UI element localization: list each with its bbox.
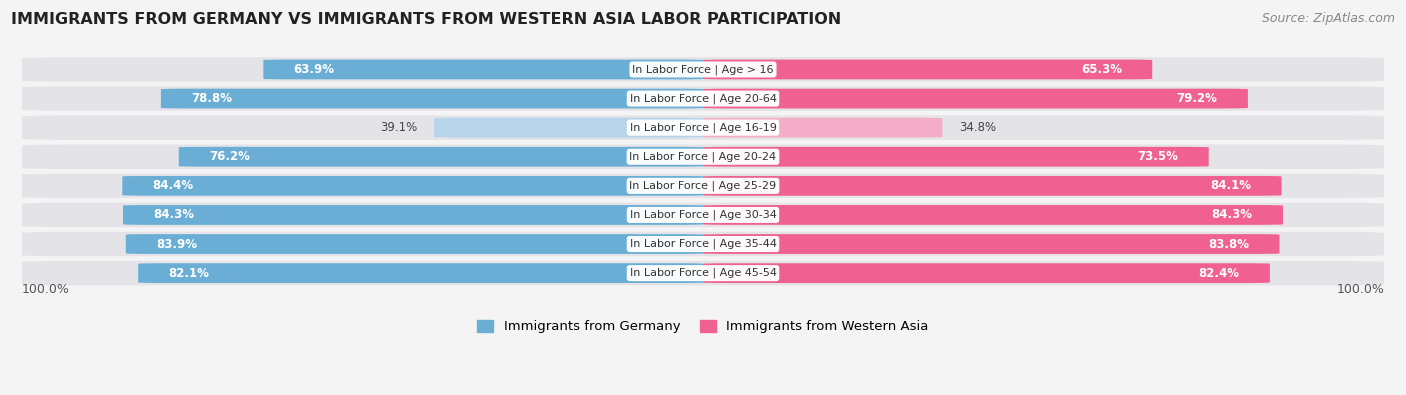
Text: In Labor Force | Age 20-64: In Labor Force | Age 20-64 <box>630 93 776 104</box>
FancyBboxPatch shape <box>703 205 1284 225</box>
Text: In Labor Force | Age 45-54: In Labor Force | Age 45-54 <box>630 268 776 278</box>
FancyBboxPatch shape <box>22 57 1384 82</box>
FancyBboxPatch shape <box>179 147 703 167</box>
Text: In Labor Force | Age 16-19: In Labor Force | Age 16-19 <box>630 122 776 133</box>
Text: 78.8%: 78.8% <box>191 92 232 105</box>
Text: In Labor Force | Age 35-44: In Labor Force | Age 35-44 <box>630 239 776 249</box>
FancyBboxPatch shape <box>703 147 1209 167</box>
FancyBboxPatch shape <box>22 87 1384 111</box>
FancyBboxPatch shape <box>160 88 703 109</box>
Legend: Immigrants from Germany, Immigrants from Western Asia: Immigrants from Germany, Immigrants from… <box>472 314 934 339</box>
Text: 65.3%: 65.3% <box>1081 63 1122 76</box>
Text: In Labor Force | Age > 16: In Labor Force | Age > 16 <box>633 64 773 75</box>
FancyBboxPatch shape <box>263 60 703 79</box>
FancyBboxPatch shape <box>138 263 703 283</box>
FancyBboxPatch shape <box>703 88 1249 109</box>
FancyBboxPatch shape <box>22 261 1384 285</box>
Text: IMMIGRANTS FROM GERMANY VS IMMIGRANTS FROM WESTERN ASIA LABOR PARTICIPATION: IMMIGRANTS FROM GERMANY VS IMMIGRANTS FR… <box>11 12 842 27</box>
FancyBboxPatch shape <box>22 174 1384 198</box>
Text: 79.2%: 79.2% <box>1177 92 1218 105</box>
FancyBboxPatch shape <box>122 176 703 196</box>
FancyBboxPatch shape <box>22 145 1384 169</box>
FancyBboxPatch shape <box>703 118 942 137</box>
FancyBboxPatch shape <box>22 115 1384 140</box>
Text: In Labor Force | Age 30-34: In Labor Force | Age 30-34 <box>630 210 776 220</box>
Text: 84.1%: 84.1% <box>1211 179 1251 192</box>
FancyBboxPatch shape <box>703 176 1282 196</box>
Text: 84.3%: 84.3% <box>1212 209 1253 222</box>
FancyBboxPatch shape <box>22 232 1384 256</box>
Text: 84.4%: 84.4% <box>153 179 194 192</box>
FancyBboxPatch shape <box>125 234 703 254</box>
Text: 73.5%: 73.5% <box>1137 150 1178 163</box>
Text: 100.0%: 100.0% <box>22 283 70 296</box>
FancyBboxPatch shape <box>703 234 1279 254</box>
FancyBboxPatch shape <box>22 203 1384 227</box>
Text: In Labor Force | Age 25-29: In Labor Force | Age 25-29 <box>630 181 776 191</box>
Text: 39.1%: 39.1% <box>380 121 418 134</box>
FancyBboxPatch shape <box>434 118 703 137</box>
Text: 100.0%: 100.0% <box>1336 283 1384 296</box>
FancyBboxPatch shape <box>703 60 1153 79</box>
Text: In Labor Force | Age 20-24: In Labor Force | Age 20-24 <box>630 152 776 162</box>
Text: 63.9%: 63.9% <box>294 63 335 76</box>
Text: 76.2%: 76.2% <box>209 150 250 163</box>
FancyBboxPatch shape <box>122 205 703 225</box>
Text: 82.4%: 82.4% <box>1199 267 1240 280</box>
Text: 83.8%: 83.8% <box>1208 237 1250 250</box>
Text: Source: ZipAtlas.com: Source: ZipAtlas.com <box>1261 12 1395 25</box>
Text: 83.9%: 83.9% <box>156 237 197 250</box>
FancyBboxPatch shape <box>703 263 1270 283</box>
Text: 34.8%: 34.8% <box>959 121 995 134</box>
Text: 82.1%: 82.1% <box>169 267 209 280</box>
Text: 84.3%: 84.3% <box>153 209 194 222</box>
